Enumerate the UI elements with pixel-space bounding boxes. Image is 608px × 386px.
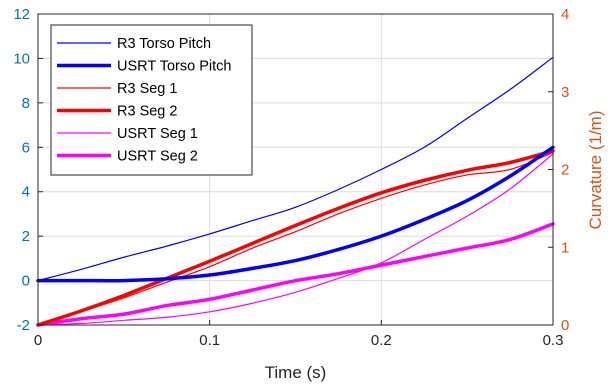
legend-label: USRT Seg 1 [117, 126, 198, 142]
x-tick-label: 0.3 [543, 332, 564, 349]
y-tick-label-left: 0 [22, 273, 30, 290]
x-axis-label: Time (s) [265, 363, 327, 382]
legend-label: R3 Seg 2 [117, 104, 177, 120]
y-tick-label-right: 1 [561, 239, 569, 256]
y-tick-label-right: 4 [561, 6, 569, 23]
x-ticks: 0 0.1 0.2 0.3 [34, 320, 564, 349]
y-tick-label-left: 10 [13, 50, 30, 67]
y-tick-label-right: 3 [561, 84, 569, 101]
legend-label: USRT Seg 2 [117, 149, 198, 165]
x-tick-label: 0.1 [199, 332, 220, 349]
y-tick-label-left: -2 [17, 317, 30, 334]
y-tick-label-left: 4 [22, 184, 30, 201]
series-line-usrt-seg-2 [36, 222, 555, 327]
y-ticks-left: -2 0 2 4 6 8 10 12 [13, 6, 43, 334]
x-tick-label: 0 [34, 332, 42, 349]
series-line-usrt-torso-pitch [36, 145, 555, 283]
y-tick-label-right: 0 [561, 317, 569, 334]
legend-label: R3 Torso Pitch [117, 36, 211, 52]
series-line-r3-seg-1 [37, 151, 554, 326]
y-axis-right-label: Curvature (1/m) [586, 110, 605, 229]
x-tick-label: 0.2 [371, 332, 392, 349]
y-ticks-right: 0 1 2 3 4 [548, 6, 569, 334]
y-tick-label-right: 2 [561, 162, 569, 179]
legend-label: R3 Seg 1 [117, 81, 177, 97]
legend: R3 Torso Pitch USRT Torso Pitch R3 Seg 1 R3… [50, 24, 253, 176]
y-tick-label-left: 8 [22, 95, 30, 112]
y-tick-label-left: 6 [22, 139, 30, 156]
y-tick-label-left: 12 [13, 6, 30, 23]
series-line-r3-seg-2 [36, 149, 555, 327]
series-line-usrt-seg-1 [37, 153, 554, 326]
legend-box [50, 24, 253, 176]
y-tick-label-left: 2 [22, 228, 30, 245]
legend-label: USRT Torso Pitch [117, 59, 231, 75]
series-layer [36, 56, 555, 327]
series-line-r3-torso-pitch [37, 56, 554, 282]
